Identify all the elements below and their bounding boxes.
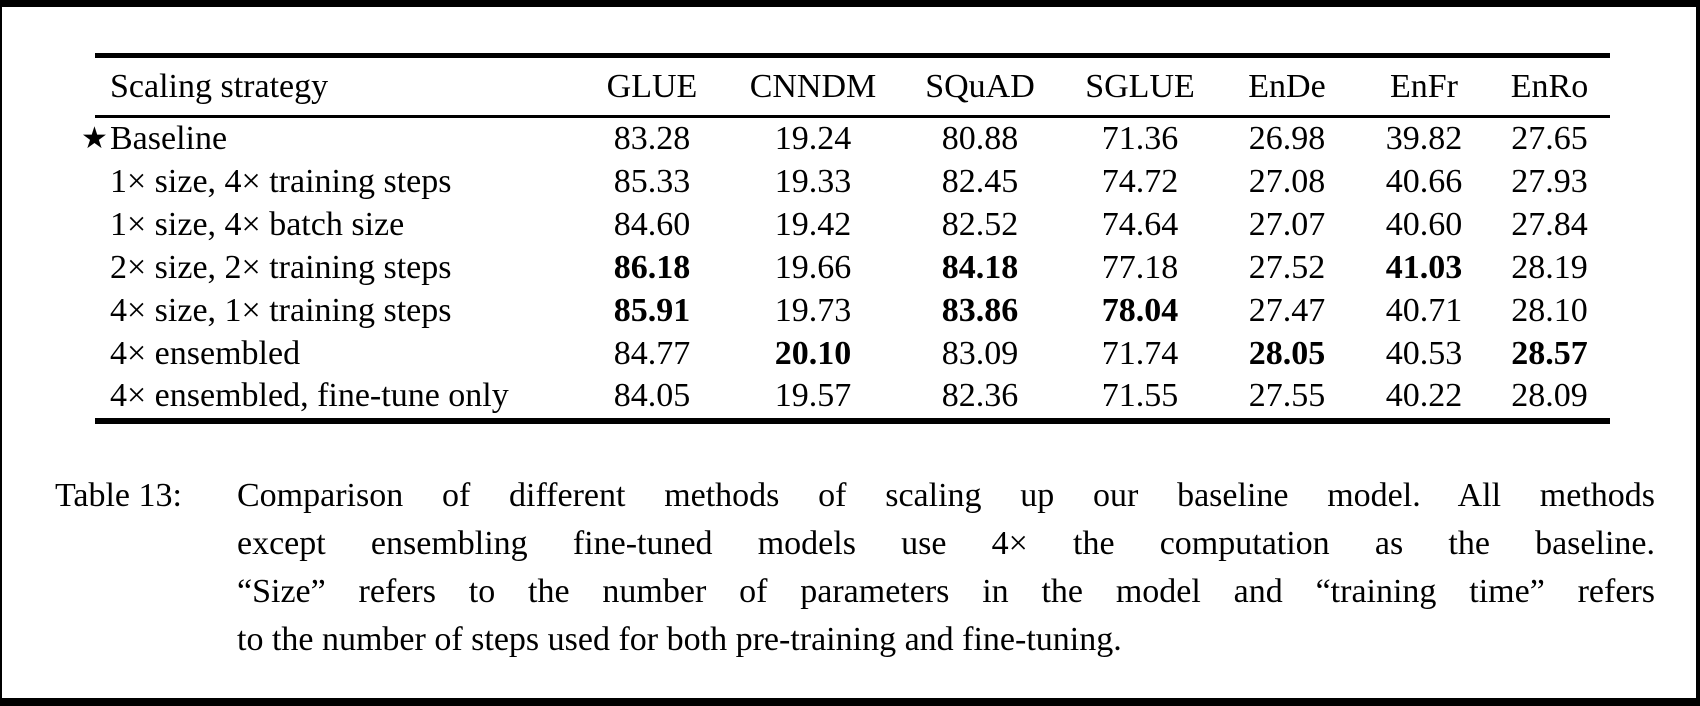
frame-border-right — [1696, 0, 1700, 706]
metric-cell: 20.10 — [774, 334, 852, 372]
caption-line: except ensembling fine-tuned models use … — [237, 525, 1655, 562]
strategy-cell: ★ Baseline — [81, 120, 228, 158]
metric-cell: 28.19 — [1511, 248, 1588, 286]
metric-cell: 40.22 — [1385, 377, 1463, 415]
metric-cell: 28.10 — [1511, 291, 1588, 329]
metric-cell: 28.09 — [1511, 377, 1588, 415]
metric-cell: 19.57 — [774, 377, 852, 415]
column-header-glue: GLUE — [606, 67, 698, 105]
metric-cell: 19.73 — [774, 291, 852, 329]
metric-cell: 71.36 — [1101, 120, 1179, 158]
metric-cell: 74.72 — [1101, 163, 1179, 201]
metric-cell: 19.33 — [774, 163, 852, 201]
strategy-cell: 4× ensembled — [110, 334, 301, 372]
metric-cell: 27.84 — [1511, 206, 1588, 244]
frame-border-bottom — [0, 698, 1700, 706]
metric-cell: 27.65 — [1511, 120, 1588, 158]
frame-border-left — [0, 0, 2, 706]
strategy-cell: 1× size, 4× training steps — [110, 163, 452, 201]
metric-cell: 40.71 — [1385, 291, 1463, 329]
metric-cell: 85.33 — [613, 163, 691, 201]
metric-cell: 28.05 — [1248, 334, 1326, 372]
metric-cell: 40.66 — [1385, 163, 1463, 201]
column-header-enro: EnRo — [1510, 67, 1589, 105]
column-header-ende: EnDe — [1248, 67, 1326, 105]
frame-border-top — [0, 0, 1700, 7]
metric-cell: 27.55 — [1248, 377, 1326, 415]
metric-cell: 27.47 — [1248, 291, 1326, 329]
caption-line: Comparison of different methods of scali… — [237, 477, 1655, 514]
baseline-star-icon: ★ — [81, 121, 108, 157]
scaling-results-table: Scaling strategy GLUE CNNDM SQuAD SGLUE EnDe E… — [81, 53, 1610, 424]
metric-cell: 27.08 — [1248, 163, 1326, 201]
header-row: Scaling strategy GLUE CNNDM SQuAD SGLUE EnDe E… — [95, 56, 1610, 117]
table-row: 4× ensembled, fine-tune only 84.05 19.57 82… — [95, 375, 1610, 421]
metric-cell: 83.28 — [613, 120, 691, 158]
metric-cell: 82.52 — [941, 206, 1019, 244]
metric-cell: 83.86 — [941, 291, 1019, 329]
metric-cell: 83.09 — [941, 334, 1019, 372]
metric-cell: 84.18 — [941, 248, 1019, 286]
strategy-cell: 1× size, 4× batch size — [110, 206, 405, 244]
caption-label: Table 13: — [55, 477, 182, 514]
metric-cell: 19.24 — [774, 120, 852, 158]
metric-cell: 71.74 — [1101, 334, 1179, 372]
metric-cell: 77.18 — [1101, 248, 1179, 286]
table-row: 2× size, 2× training steps 86.18 19.66 84.1… — [95, 247, 1610, 290]
metric-cell: 26.98 — [1248, 120, 1326, 158]
metric-cell: 19.42 — [774, 206, 852, 244]
column-header-sglue: SGLUE — [1085, 67, 1195, 105]
table-row: 4× size, 1× training steps 85.91 19.73 83.8… — [95, 289, 1610, 332]
metric-cell: 41.03 — [1385, 248, 1463, 286]
metric-cell: 74.64 — [1101, 206, 1179, 244]
strategy-cell: 4× ensembled, fine-tune only — [110, 377, 509, 415]
metric-cell: 27.93 — [1511, 163, 1588, 201]
table-row: 1× size, 4× batch size 84.60 19.42 82.52 74.… — [95, 204, 1610, 247]
metric-cell: 19.66 — [774, 248, 852, 286]
table-row: ★ Baseline 83.28 19.24 80.88 71.36 26.98 39.82 2… — [81, 117, 1610, 161]
metric-cell: 27.52 — [1248, 248, 1326, 286]
metric-cell: 84.05 — [613, 377, 691, 415]
caption-body: Comparison of different methods of scali… — [237, 472, 1655, 664]
metric-cell: 27.07 — [1248, 206, 1326, 244]
strategy-cell: 2× size, 2× training steps — [110, 248, 452, 286]
caption-line: “Size” refers to the number of parameter… — [237, 573, 1655, 610]
column-header-cnndm: CNNDM — [749, 67, 877, 105]
metric-cell: 82.36 — [941, 377, 1019, 415]
metric-cell: 28.57 — [1511, 334, 1588, 372]
table-header: Scaling strategy GLUE CNNDM SQuAD SGLUE EnDe E… — [95, 56, 1610, 117]
table-row: 4× ensembled 84.77 20.10 83.09 71.74 28.05 40.… — [95, 332, 1610, 375]
metric-cell: 71.55 — [1101, 377, 1179, 415]
caption-line: to the number of steps used for both pre… — [237, 621, 1122, 658]
table-caption: Table 13: Comparison of different method… — [55, 472, 1655, 664]
metric-cell: 84.77 — [613, 334, 691, 372]
metric-cell: 40.60 — [1385, 206, 1463, 244]
metric-cell: 82.45 — [941, 163, 1019, 201]
metric-cell: 40.53 — [1385, 334, 1463, 372]
column-header-squad: SQuAD — [925, 67, 1035, 105]
metric-cell: 86.18 — [613, 248, 691, 286]
metric-cell: 78.04 — [1101, 291, 1179, 329]
column-header-enfr: EnFr — [1390, 67, 1458, 105]
metric-cell: 39.82 — [1385, 120, 1463, 158]
strategy-cell: 4× size, 1× training steps — [110, 291, 452, 329]
table-body: ★ Baseline 83.28 19.24 80.88 71.36 26.98 39.82 2… — [81, 117, 1610, 421]
metric-cell: 80.88 — [941, 120, 1019, 158]
metric-cell: 84.60 — [613, 206, 691, 244]
table-row: 1× size, 4× training steps 85.33 19.33 82.4… — [95, 161, 1610, 204]
column-header-scaling-strategy: Scaling strategy — [110, 67, 329, 105]
metric-cell: 85.91 — [613, 291, 691, 329]
